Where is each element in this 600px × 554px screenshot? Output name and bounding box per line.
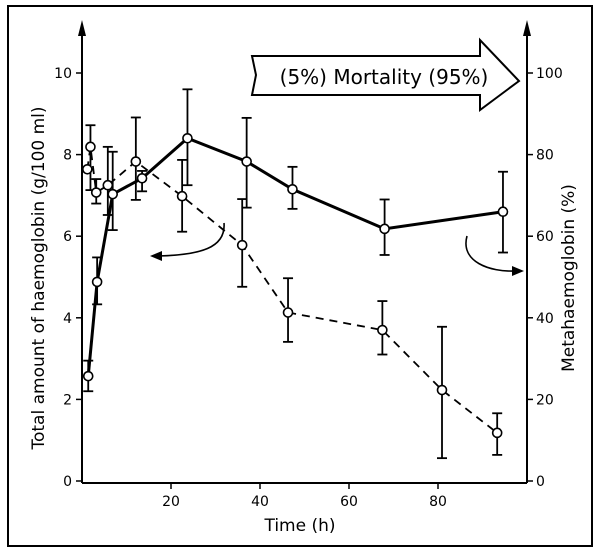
y-right-tick-label: 40 <box>536 311 554 327</box>
metahaemoglobin-data-point <box>91 276 103 288</box>
y-tick-label: 6 <box>63 229 72 245</box>
total-haemoglobin-data-point <box>176 190 188 202</box>
metahaemoglobin-data-point <box>182 132 193 144</box>
x-tick-label: 40 <box>251 494 269 510</box>
metahaemoglobin-data-point <box>107 188 119 200</box>
x-tick-label: 60 <box>340 494 358 510</box>
figure-frame <box>7 5 593 547</box>
total-haemoglobin-data-point <box>282 307 294 318</box>
total-haemoglobin-data-point <box>436 384 448 396</box>
left-axis-pointer-arrow <box>157 222 225 257</box>
y-tick-label: 0 <box>63 474 72 490</box>
total-haemoglobin-data-point <box>377 324 388 336</box>
metahaemoglobin-data-point <box>379 223 390 235</box>
right-axis-pointer-arrow <box>465 235 516 272</box>
y-right-tick-label: 0 <box>536 474 545 490</box>
total-haemoglobin-data-point <box>236 239 248 251</box>
y-tick-label: 2 <box>63 392 72 408</box>
y-axis-label: Total amount of haemoglobin (g/100 ml) <box>29 106 49 450</box>
total-haemoglobin-data-point <box>130 156 142 167</box>
y-right-tick-label: 20 <box>536 392 554 408</box>
left-arrowhead-icon <box>150 251 162 261</box>
total-haemoglobin-data-point <box>85 141 96 153</box>
total-haemoglobin-data-point <box>90 187 102 198</box>
y-right-tick-label: 100 <box>536 66 563 82</box>
total-haemoglobin-data-point <box>102 179 114 191</box>
x-axis-label: Time (h) <box>263 516 335 536</box>
metahaemoglobin-data-point <box>82 370 94 382</box>
right-arrowhead-icon <box>512 266 524 276</box>
y-right-tick-label: 60 <box>536 229 554 245</box>
metahaemoglobin-data-point <box>287 183 298 195</box>
metahaemoglobin-data-point <box>136 172 148 184</box>
total-haemoglobin-data-point <box>82 163 93 175</box>
y-tick-label: 8 <box>63 148 72 164</box>
total-haemoglobin-data-point <box>491 427 503 439</box>
y-tick-label: 10 <box>54 66 72 82</box>
metahaemoglobin-data-point <box>241 156 252 167</box>
y-axis-arrowhead-icon <box>78 20 86 36</box>
x-tick-label: 80 <box>429 494 447 510</box>
metahaemoglobin-series-line <box>86 136 504 377</box>
mortality-arrow <box>250 37 521 112</box>
y-right-tick-label: 80 <box>536 148 554 164</box>
mortality-annotation: (5%) Mortality (95%) <box>280 65 489 89</box>
x-tick-label: 20 <box>162 494 180 510</box>
metahaemoglobin-data-point <box>497 206 509 218</box>
y-axis-right-label: Metahaemoglobin (%) <box>559 184 579 372</box>
y-tick-label: 4 <box>63 311 72 327</box>
y-axis-right-arrowhead-icon <box>523 20 531 36</box>
